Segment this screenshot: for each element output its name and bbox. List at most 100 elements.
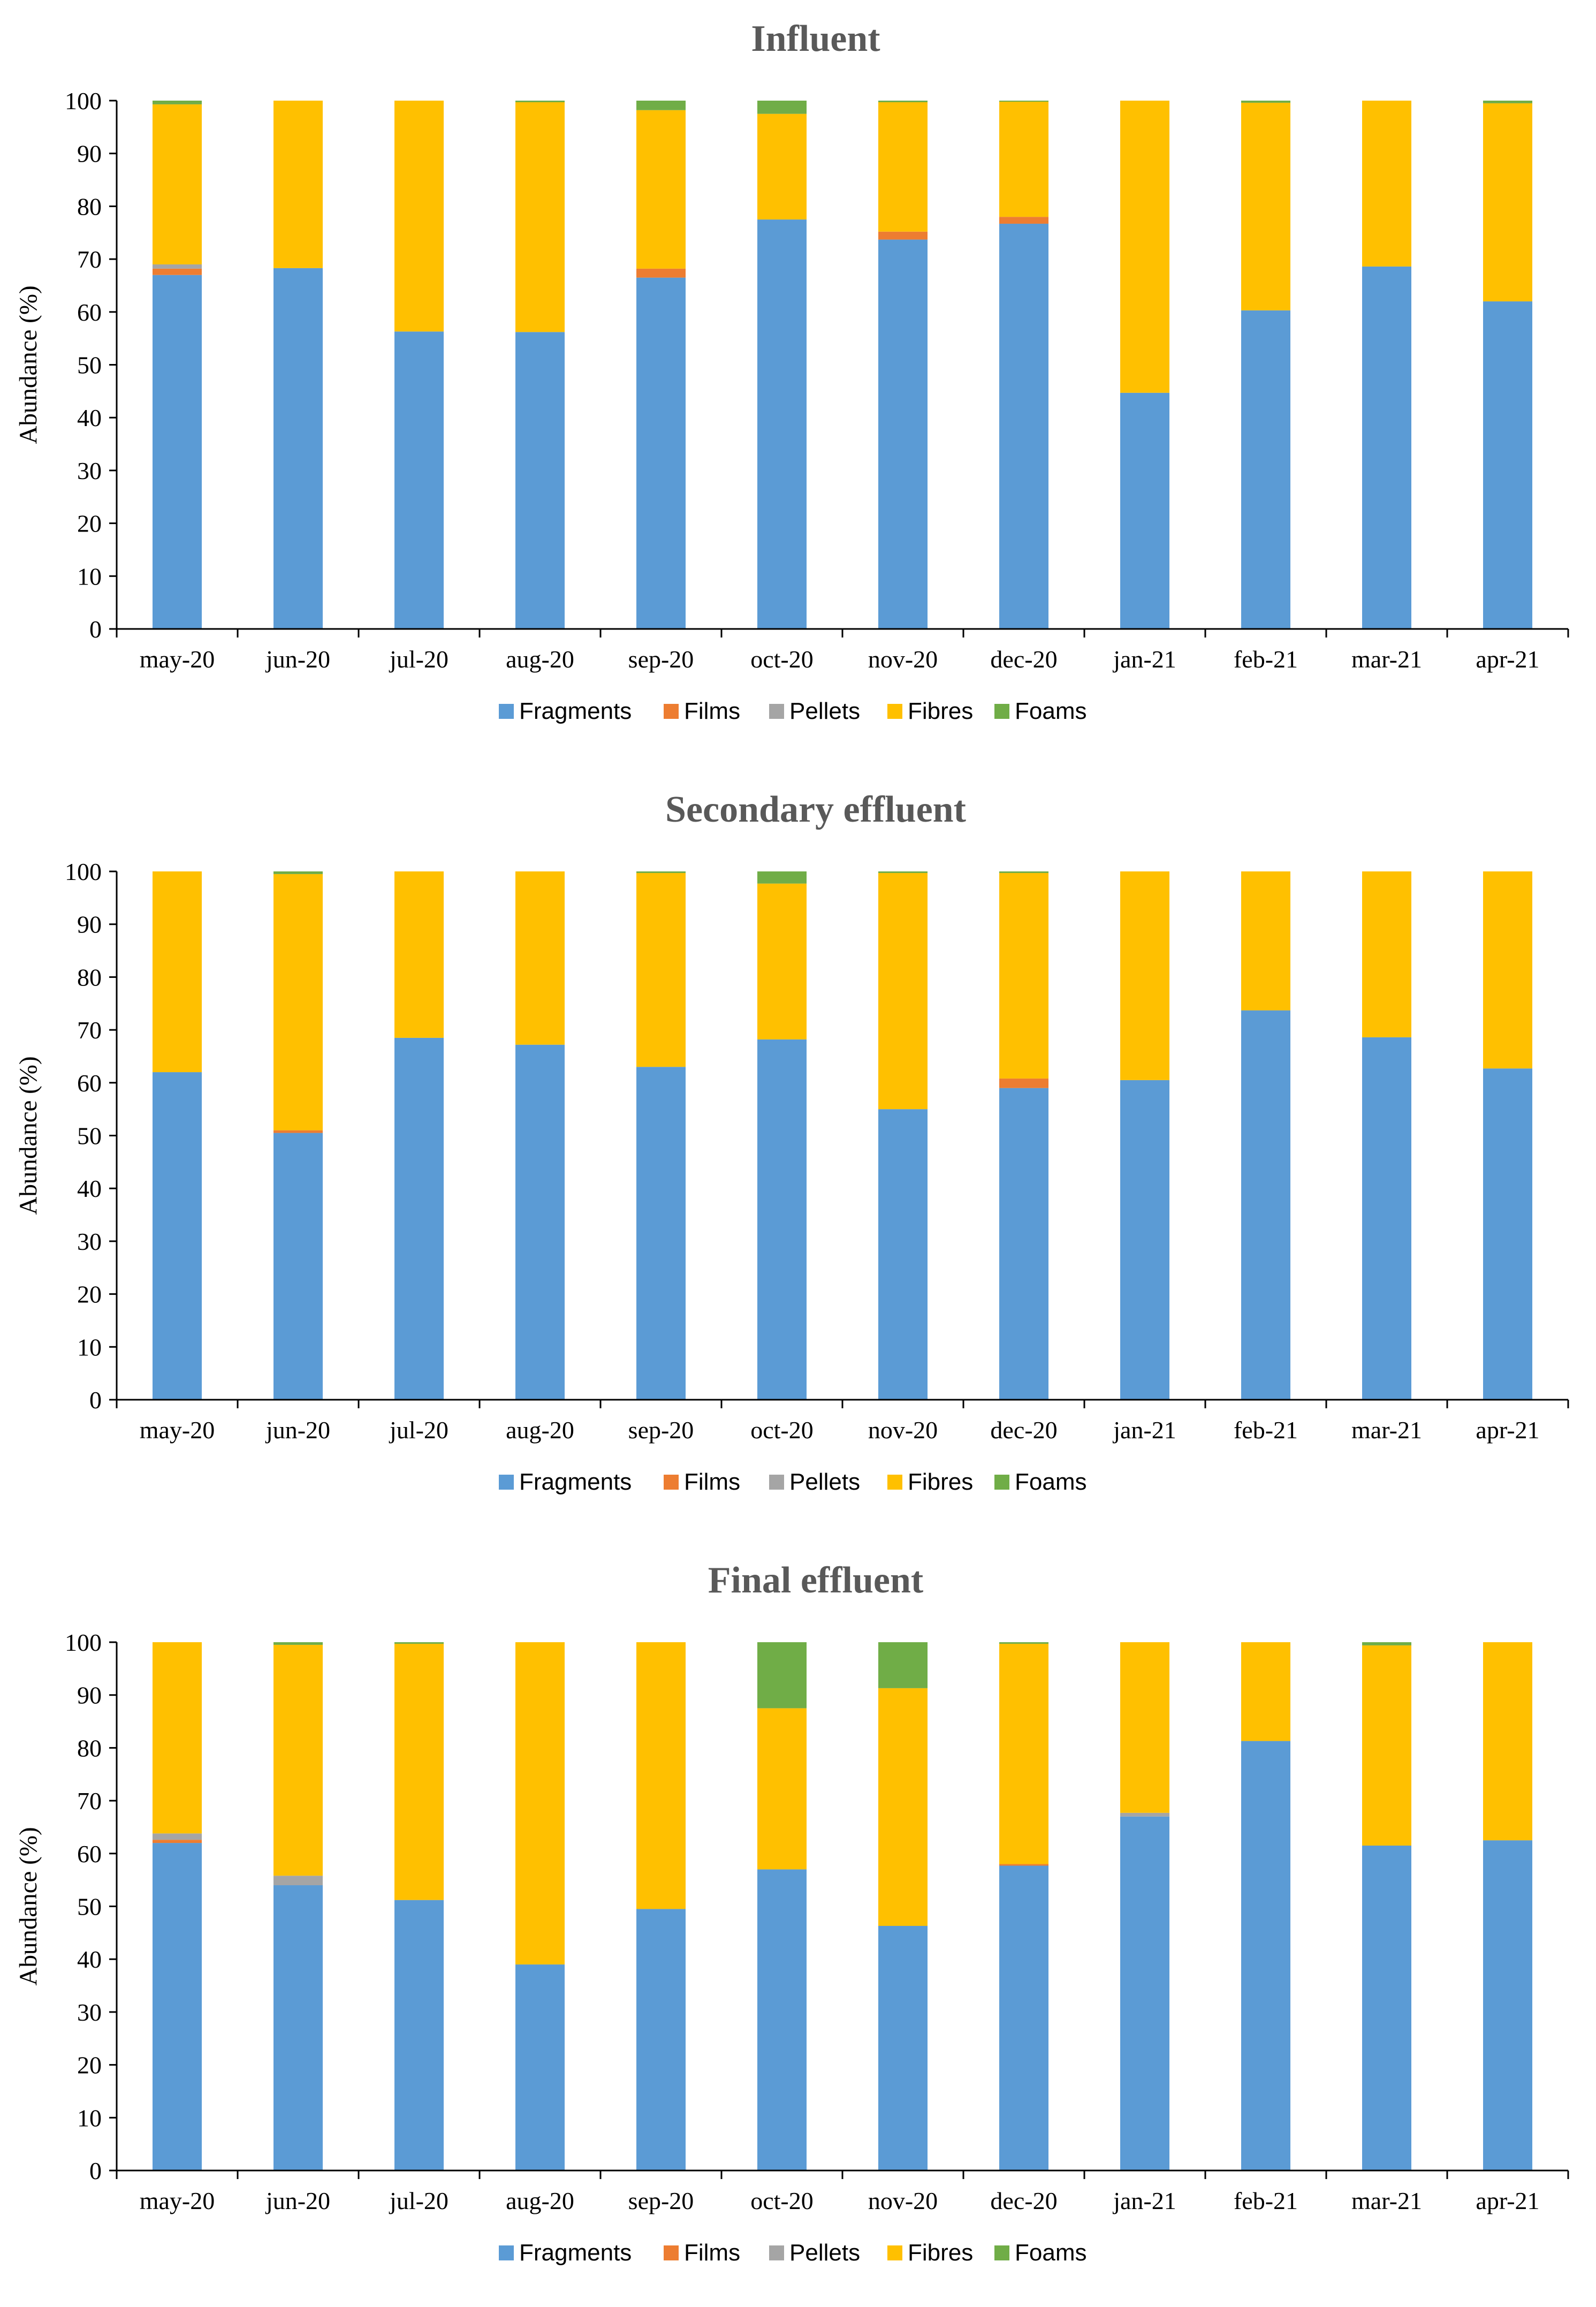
bar-segment-foams-dec-20 bbox=[999, 1642, 1048, 1644]
x-tick-label-oct-20: oct-20 bbox=[750, 646, 814, 673]
bar-segment-fragments-oct-20 bbox=[757, 1039, 807, 1400]
chart-secondary-effluent: Secondary effluent Abundance (%) may-20 jun… bbox=[14, 789, 1569, 1495]
bar-segment-fibres-nov-20 bbox=[878, 872, 928, 1110]
legend-swatch-fibres bbox=[887, 704, 902, 719]
bar-segment-fragments-aug-20 bbox=[515, 332, 565, 629]
bar-segment-pellets-may-20 bbox=[153, 264, 202, 269]
x-tick-label-nov-20: nov-20 bbox=[868, 1416, 938, 1444]
chart-panel-influent: Influent Abundance (%) may-20 jun-20 jul-20 a… bbox=[0, 0, 1596, 765]
bar-segment-fragments-sep-20 bbox=[636, 1909, 686, 2171]
bar-segment-fragments-oct-20 bbox=[757, 1869, 807, 2171]
x-tick-label-oct-20: oct-20 bbox=[750, 2187, 814, 2214]
x-tick-label-jun-20: jun-20 bbox=[265, 1416, 330, 1444]
bar-segment-fragments-dec-20 bbox=[999, 1088, 1048, 1400]
y-axis-title: Abundance (%) bbox=[14, 285, 42, 444]
x-tick-label-apr-21: apr-21 bbox=[1476, 1416, 1539, 1444]
bar-segment-fibres-mar-21 bbox=[1362, 101, 1411, 267]
bar-segment-foams-nov-20 bbox=[878, 1642, 928, 1688]
bar-segment-fragments-apr-21 bbox=[1483, 1840, 1532, 2171]
bar-segment-pellets-may-20 bbox=[153, 1833, 202, 1840]
x-tick-label-jul-20: jul-20 bbox=[389, 1416, 449, 1444]
bar-segment-foams-oct-20 bbox=[757, 101, 807, 114]
legend-label-fragments: Fragments bbox=[519, 1469, 632, 1495]
x-tick-label-aug-20: aug-20 bbox=[506, 1416, 574, 1444]
bar-segment-fragments-nov-20 bbox=[878, 1109, 928, 1400]
bar-segment-fragments-nov-20 bbox=[878, 239, 928, 629]
bar-segment-pellets-jan-21 bbox=[1120, 1812, 1169, 1817]
x-tick-label-jun-20: jun-20 bbox=[265, 646, 330, 673]
y-axis-title: Abundance (%) bbox=[14, 1827, 42, 1985]
bar-segment-fragments-apr-21 bbox=[1483, 1068, 1532, 1400]
bar-segment-fragments-jul-20 bbox=[394, 331, 444, 629]
bar-segment-foams-may-20 bbox=[153, 101, 202, 104]
bar-segment-fragments-mar-21 bbox=[1362, 266, 1411, 629]
y-tick-label-10: 10 bbox=[77, 2104, 102, 2131]
legend-label-films: Films bbox=[684, 2240, 740, 2266]
x-tick-label-aug-20: aug-20 bbox=[506, 646, 574, 673]
y-tick-label-50: 50 bbox=[77, 1893, 102, 1921]
x-tick-label-dec-20: dec-20 bbox=[990, 1416, 1057, 1444]
bar-segment-films-may-20 bbox=[153, 1840, 202, 1843]
x-tick-label-feb-21: feb-21 bbox=[1234, 1416, 1298, 1444]
chart-panel-final-effluent: Final effluent Abundance (%) may-20 jun-20 j… bbox=[0, 1542, 1596, 2307]
bar-segment-fibres-dec-20 bbox=[999, 101, 1048, 217]
bar-segment-fragments-may-20 bbox=[153, 1843, 202, 2171]
bar-segment-fragments-apr-21 bbox=[1483, 301, 1532, 629]
x-tick-label-sep-20: sep-20 bbox=[628, 1416, 694, 1444]
x-tick-label-feb-21: feb-21 bbox=[1234, 646, 1298, 673]
legend-label-fragments: Fragments bbox=[519, 698, 632, 724]
bar-segment-fibres-dec-20 bbox=[999, 1643, 1048, 1864]
y-tick-label-20: 20 bbox=[77, 510, 102, 537]
bar-segment-fibres-jul-20 bbox=[394, 101, 444, 332]
bar-segment-foams-jul-20 bbox=[394, 1642, 444, 1644]
bar-segment-fibres-jul-20 bbox=[394, 1643, 444, 1900]
bar-segment-fibres-oct-20 bbox=[757, 883, 807, 1039]
legend-label-foams: Foams bbox=[1015, 2240, 1086, 2266]
legend-swatch-fragments bbox=[499, 704, 514, 719]
bar-segment-fibres-aug-20 bbox=[515, 1642, 565, 1965]
x-tick-label-mar-21: mar-21 bbox=[1351, 2187, 1422, 2214]
bar-segment-pellets-jun-20 bbox=[273, 1876, 323, 1886]
y-tick-label-0: 0 bbox=[89, 2157, 102, 2184]
x-tick-label-jul-20: jul-20 bbox=[389, 646, 449, 673]
y-tick-label-30: 30 bbox=[77, 1999, 102, 2026]
x-tick-label-aug-20: aug-20 bbox=[506, 2187, 574, 2214]
bar-segment-foams-apr-21 bbox=[1483, 101, 1532, 103]
chart-influent: Influent Abundance (%) may-20 jun-20 jul-20 a… bbox=[14, 18, 1569, 724]
bar-segment-films-may-20 bbox=[153, 268, 202, 275]
bar-segment-fibres-mar-21 bbox=[1362, 871, 1411, 1037]
bar-segment-fibres-mar-21 bbox=[1362, 1645, 1411, 1846]
y-tick-label-100: 100 bbox=[65, 87, 102, 115]
bar-segment-fragments-oct-20 bbox=[757, 219, 807, 629]
bar-segment-fragments-jul-20 bbox=[394, 1037, 444, 1400]
bar-segment-fibres-feb-21 bbox=[1241, 1642, 1290, 1741]
legend-label-fragments: Fragments bbox=[519, 2240, 632, 2266]
x-tick-label-apr-21: apr-21 bbox=[1476, 2187, 1539, 2214]
y-tick-label-20: 20 bbox=[77, 2052, 102, 2079]
x-tick-label-dec-20: dec-20 bbox=[990, 2187, 1057, 2214]
legend-swatch-foams bbox=[994, 1475, 1009, 1490]
legend-label-films: Films bbox=[684, 698, 740, 724]
bar-segment-foams-jun-20 bbox=[273, 1642, 323, 1645]
bar-segment-foams-sep-20 bbox=[636, 101, 686, 110]
bar-segment-fragments-feb-21 bbox=[1241, 310, 1290, 629]
bar-segment-fibres-sep-20 bbox=[636, 1642, 686, 1909]
bar-segment-fibres-dec-20 bbox=[999, 872, 1048, 1079]
bar-segment-fragments-jun-20 bbox=[273, 1885, 323, 2171]
bar-segment-fibres-may-20 bbox=[153, 871, 202, 1073]
bar-segment-fragments-aug-20 bbox=[515, 1964, 565, 2171]
bar-segment-foams-oct-20 bbox=[757, 1642, 807, 1709]
legend-label-pellets: Pellets bbox=[789, 1469, 860, 1495]
bar-segment-fragments-jun-20 bbox=[273, 268, 323, 629]
y-tick-label-60: 60 bbox=[77, 299, 102, 326]
y-tick-label-90: 90 bbox=[77, 1682, 102, 1709]
x-tick-label-jan-21: jan-21 bbox=[1112, 1416, 1176, 1444]
y-tick-label-0: 0 bbox=[89, 616, 102, 643]
bar-segment-fibres-oct-20 bbox=[757, 113, 807, 220]
legend-swatch-fibres bbox=[887, 1475, 902, 1490]
legend-swatch-foams bbox=[994, 2245, 1009, 2260]
bar-segment-foams-sep-20 bbox=[636, 871, 686, 873]
y-tick-label-30: 30 bbox=[77, 1228, 102, 1255]
bar-segment-fibres-jun-20 bbox=[273, 874, 323, 1130]
bar-segment-fragments-dec-20 bbox=[999, 1865, 1048, 2171]
